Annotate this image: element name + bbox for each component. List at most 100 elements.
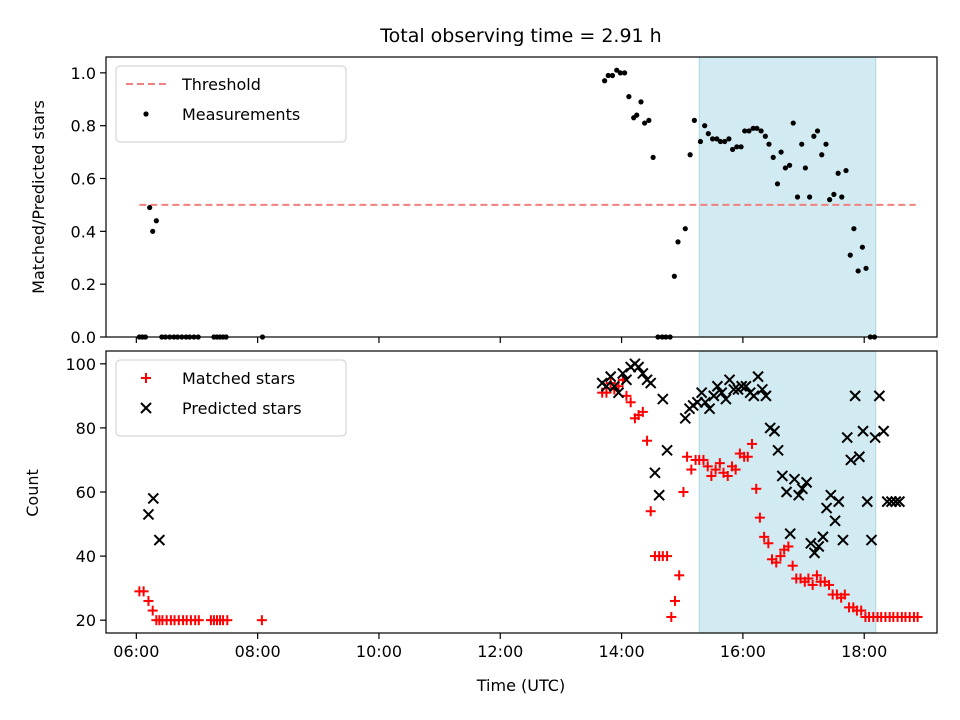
data-point <box>763 538 774 549</box>
data-point <box>784 527 796 540</box>
y-tick-label: 0.0 <box>71 328 96 347</box>
data-point <box>726 136 732 142</box>
data-point <box>256 615 267 626</box>
y-tick-label: 60 <box>76 483 96 502</box>
data-point <box>750 125 756 131</box>
top-shaded-span <box>698 56 877 338</box>
data-point <box>702 461 713 472</box>
data-point <box>723 374 736 386</box>
y-tick-label: 0.6 <box>71 170 96 189</box>
legend-label: Measurements <box>182 105 300 124</box>
data-point <box>147 492 160 505</box>
data-point <box>873 390 886 402</box>
data-point <box>697 138 704 145</box>
data-point <box>687 152 693 158</box>
data-point <box>698 454 709 465</box>
data-point <box>666 611 677 622</box>
data-point <box>802 165 808 171</box>
data-point <box>709 136 716 142</box>
data-point <box>678 487 689 497</box>
data-point <box>857 425 869 437</box>
data-point <box>762 133 768 139</box>
top-x-ticks <box>135 337 865 343</box>
data-point <box>710 464 721 475</box>
data-point <box>632 361 645 373</box>
data-point <box>662 551 673 562</box>
data-point <box>808 547 821 559</box>
data-point <box>859 244 865 250</box>
x-tick-label: 16:00 <box>720 642 766 661</box>
data-point <box>686 464 697 475</box>
data-point <box>851 226 857 232</box>
data-point <box>865 534 878 546</box>
data-point <box>671 273 677 279</box>
legend-label: Threshold <box>181 75 261 94</box>
x-tick-label: 06:00 <box>113 642 159 661</box>
data-point <box>617 70 623 76</box>
data-point <box>153 218 159 224</box>
data-point <box>691 117 697 123</box>
data-point <box>646 117 652 123</box>
y-tick-label: 0.2 <box>71 275 96 294</box>
data-point <box>799 141 805 147</box>
data-point <box>650 154 656 160</box>
data-point <box>807 579 818 590</box>
data-point <box>649 467 661 479</box>
data-point <box>695 386 708 399</box>
data-point <box>837 534 849 546</box>
data-point <box>714 136 720 142</box>
chart-title: Total observing time = 2.91 h <box>379 25 661 47</box>
data-point <box>758 128 764 134</box>
data-point <box>742 451 753 462</box>
x-tick-label: 18:00 <box>841 642 887 661</box>
data-point <box>193 615 204 626</box>
data-point <box>835 170 841 176</box>
bottom-series <box>134 358 923 626</box>
data-point <box>771 557 782 568</box>
data-point <box>843 167 849 174</box>
data-point <box>746 128 752 134</box>
data-point <box>138 586 149 597</box>
data-point <box>717 138 724 145</box>
data-point <box>609 72 616 79</box>
data-point <box>775 551 786 562</box>
data-point <box>675 239 681 245</box>
data-point <box>728 383 740 396</box>
data-point <box>669 595 680 606</box>
x-tick-label: 08:00 <box>235 642 281 661</box>
data-point <box>877 425 890 437</box>
data-point <box>766 141 772 147</box>
data-point <box>787 560 798 571</box>
data-point <box>644 377 657 389</box>
data-point <box>813 540 825 553</box>
y-tick-label: 100 <box>65 355 96 374</box>
data-point <box>772 444 784 457</box>
data-point <box>817 531 829 543</box>
data-point <box>841 431 853 444</box>
data-point <box>617 367 629 380</box>
data-point <box>222 615 233 626</box>
bottom-legend: Matched stars Predicted stars <box>115 359 347 437</box>
data-point <box>742 128 748 134</box>
data-point <box>754 125 760 131</box>
data-point <box>720 393 732 405</box>
x-tick-label: 14:00 <box>599 642 645 661</box>
data-point <box>845 454 857 466</box>
data-point <box>780 486 793 498</box>
data-point <box>803 573 814 584</box>
data-point <box>754 512 765 523</box>
bottom-panel: 20 40 60 80 100 06:00 08:00 10:00 12:00 14:00 16:… <box>23 350 938 695</box>
data-point <box>831 191 837 197</box>
data-point <box>760 390 772 402</box>
data-point <box>620 374 633 386</box>
data-point <box>147 204 153 211</box>
data-point <box>142 508 155 521</box>
y-tick-label: 20 <box>76 611 96 630</box>
data-point <box>622 70 628 76</box>
data-point <box>893 495 906 508</box>
top-legend: Threshold Measurements <box>115 65 347 143</box>
y-tick-label: 0.4 <box>71 222 96 241</box>
data-point <box>807 194 813 200</box>
data-point <box>740 380 752 392</box>
data-point <box>774 181 781 187</box>
